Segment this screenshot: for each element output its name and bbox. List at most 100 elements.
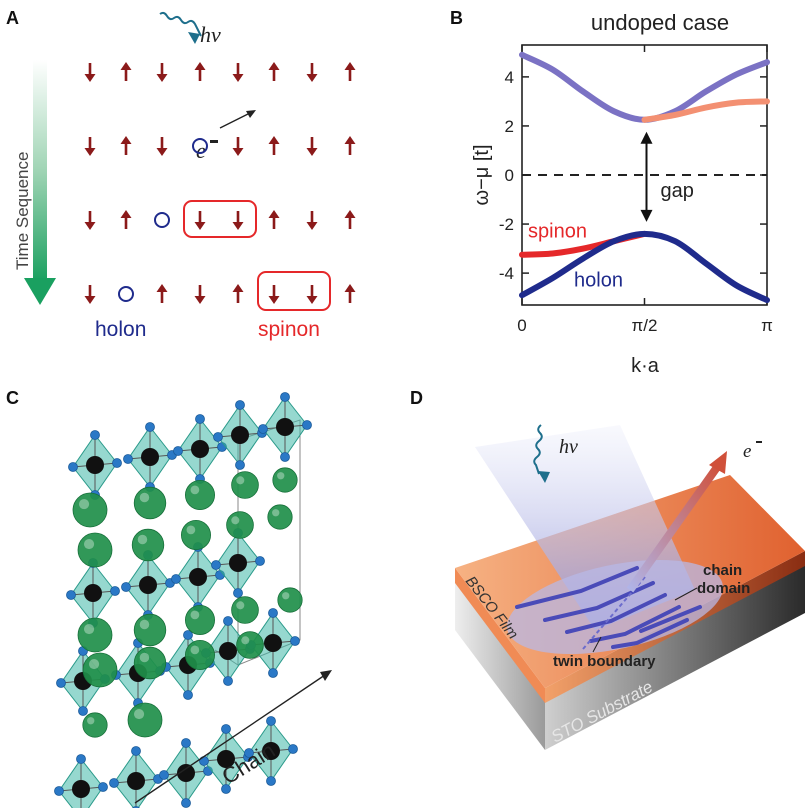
series-line-1: [641, 98, 770, 123]
sphere-highlight: [282, 592, 290, 600]
gap-arrowhead-bottom: [640, 209, 653, 222]
copper-atom: [84, 584, 102, 602]
oxygen-atom: [266, 776, 276, 786]
oxygen-atom: [110, 586, 120, 596]
cuo-octahedron: [54, 754, 108, 808]
cuo-octahedron: [199, 724, 253, 794]
cuo-octahedron: [66, 558, 120, 628]
x-axis-label: k·a: [631, 355, 660, 377]
holon-site: [154, 212, 170, 228]
copper-atom: [219, 642, 237, 660]
spin-down-arrow: [306, 63, 318, 82]
oxygen-atom: [244, 748, 254, 758]
copper-atom: [264, 634, 282, 652]
panel-a-letter: A: [6, 8, 19, 28]
oxygen-atom: [121, 582, 131, 592]
spin-up-arrow: [344, 210, 356, 229]
series-line-3: [519, 230, 770, 304]
cation-sphere: [82, 652, 118, 688]
substrate-front-face: [545, 563, 805, 750]
cation-sphere: [277, 587, 303, 613]
oxygen-atom: [233, 588, 243, 598]
copper-atom: [262, 742, 280, 760]
y-tick-label: 2: [505, 117, 514, 136]
copper-atom: [229, 554, 247, 572]
oxygen-atom: [235, 400, 245, 410]
y-tick-label: 4: [505, 68, 514, 87]
sphere-highlight: [133, 708, 145, 720]
cation-sphere: [72, 492, 108, 528]
sphere-highlight: [236, 601, 245, 610]
cuo-octahedron: [171, 542, 225, 612]
spin-down-arrow: [306, 285, 318, 304]
y-tick-label: 0: [505, 166, 514, 185]
cation-sphere: [184, 604, 215, 635]
spinon-label-b: spinon: [528, 221, 587, 243]
oxygen-atom: [90, 430, 100, 440]
oxygen-atom: [288, 744, 298, 754]
panel-b-chart: undoped case -4 -2 0 2 4 0 π/2 π gap spinon hol…: [471, 10, 773, 377]
sphere-highlight: [272, 509, 280, 517]
cation-sphere: [267, 504, 293, 530]
cuo-octahedron: [211, 528, 265, 598]
photon-arrowhead-d: [538, 471, 550, 483]
holon-label-b: holon: [574, 270, 623, 292]
oxygen-atom: [145, 422, 155, 432]
spin-up-arrow: [344, 62, 356, 81]
oxygen-atom: [221, 724, 231, 734]
spinon-box-row4: [257, 271, 331, 311]
sphere-highlight: [190, 645, 200, 655]
spin-down-arrow: [84, 285, 96, 304]
spin-up-arrow: [268, 62, 280, 81]
cuo-octahedron: [68, 430, 122, 500]
cuo-octahedron: [109, 746, 163, 808]
cuo-octahedron: [258, 392, 312, 462]
oxygen-atom: [171, 574, 181, 584]
cation-sphere: [133, 646, 167, 680]
oxygen-atom: [183, 690, 193, 700]
chain-domain-stripes: [515, 566, 702, 649]
twin-boundary-label: twin boundary: [553, 653, 656, 670]
cation-sphere: [133, 486, 167, 520]
beam-spot: [507, 559, 723, 655]
spin-up-arrow: [120, 210, 132, 229]
sphere-highlight: [78, 498, 90, 510]
sphere-highlight: [87, 717, 95, 725]
copper-atom: [217, 750, 235, 768]
sphere-highlight: [231, 516, 240, 525]
spin-down-arrow: [232, 211, 244, 230]
photon-label-d: hν: [559, 436, 578, 458]
cation-sphere: [77, 617, 113, 653]
electron-ray-head: [709, 451, 727, 474]
oxygen-atom: [195, 414, 205, 424]
film-left-face: [455, 568, 545, 703]
sphere-highlight: [277, 472, 285, 480]
cation-sphere: [236, 631, 264, 659]
series-line-0: [519, 51, 770, 123]
oxygen-atom: [290, 636, 300, 646]
cuo-octahedron: [244, 716, 298, 786]
spin-up-arrow: [156, 284, 168, 303]
oxygen-atom: [280, 452, 290, 462]
oxygen-atom: [68, 462, 78, 472]
cation-sphere: [231, 596, 259, 624]
holon-site: [192, 138, 208, 154]
sphere-highlight: [139, 492, 150, 503]
spin-up-arrow: [268, 210, 280, 229]
sphere-highlight: [88, 658, 100, 670]
photon-squiggle: [159, 11, 202, 37]
time-arrow-shaft: [33, 60, 47, 282]
spin-down-arrow: [232, 137, 244, 156]
copper-atom: [86, 456, 104, 474]
oxygen-atom: [66, 590, 76, 600]
photon-squiggle-d: [533, 424, 543, 475]
electron-minus: [210, 140, 218, 143]
copper-atom: [189, 568, 207, 586]
oxygen-atom: [302, 420, 312, 430]
oxygen-atom: [266, 716, 276, 726]
cation-sphere: [272, 467, 298, 493]
panel-b-letter: B: [450, 8, 463, 28]
cation-sphere: [82, 712, 108, 738]
panel-c: Chain: [54, 392, 332, 808]
sphere-highlight: [236, 476, 245, 485]
